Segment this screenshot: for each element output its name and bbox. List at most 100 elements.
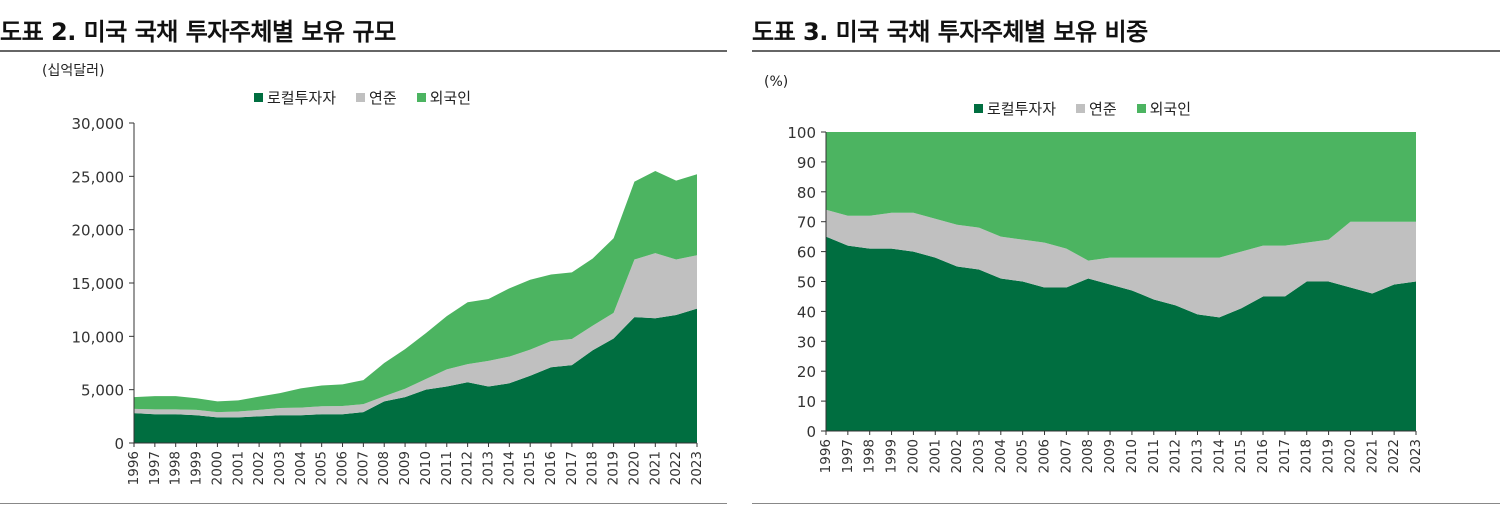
y-tick-label: 25,000 — [72, 168, 125, 186]
y-tick-label: 70 — [797, 214, 816, 232]
x-tick-label: 2020 — [1342, 439, 1358, 473]
x-tick-label: 2020 — [626, 451, 642, 485]
x-tick-label: 1999 — [189, 451, 205, 485]
x-tick-label: 2019 — [1321, 439, 1337, 473]
x-tick-label: 2017 — [564, 451, 580, 485]
x-tick-label: 2003 — [272, 451, 288, 485]
x-tick-label: 1997 — [147, 451, 163, 485]
x-tick-label: 2002 — [949, 439, 965, 473]
area-series-local — [134, 308, 697, 443]
y-tick-label: 30 — [797, 333, 816, 351]
area-series-fed — [826, 209, 1416, 318]
x-tick-label: 1997 — [840, 439, 856, 473]
x-tick-label: 2014 — [1211, 439, 1227, 473]
x-tick-label: 2021 — [647, 451, 663, 485]
legend-swatch-local — [974, 104, 983, 113]
x-tick-label: 2009 — [397, 451, 413, 485]
x-tick-label: 2008 — [376, 451, 392, 485]
x-tick-label: 2021 — [1364, 439, 1380, 473]
legend-swatch-fed — [1076, 104, 1086, 113]
y-tick-label: 10 — [797, 393, 816, 411]
bottom-rule — [752, 503, 1500, 504]
unit-label: (십억달러) — [42, 63, 105, 79]
legend-item-fed: 연준 — [1076, 98, 1117, 119]
legend-label-fed: 연준 — [369, 89, 397, 107]
legend-swatch-local — [254, 93, 263, 102]
x-tick-label: 2023 — [689, 451, 705, 485]
x-tick-label: 2004 — [993, 439, 1009, 473]
chart-title: 도표 2. 미국 국채 투자주체별 보유 규모 — [0, 18, 396, 46]
legend-swatch-fed — [356, 93, 366, 102]
x-tick-label: 2015 — [1233, 439, 1249, 473]
x-tick-label: 2000 — [209, 451, 225, 485]
y-tick-label: 30,000 — [72, 115, 125, 133]
y-tick-label: 20 — [797, 363, 816, 381]
legend-item-local: 로컬투자자 — [254, 87, 336, 108]
area-series-local — [826, 236, 1416, 431]
x-tick-label: 2006 — [1037, 439, 1053, 473]
area-series-fed — [134, 253, 697, 418]
legend-item-local: 로컬투자자 — [974, 98, 1056, 119]
x-tick-label: 2011 — [439, 451, 455, 485]
x-tick-label: 2014 — [501, 451, 517, 485]
x-tick-label: 2022 — [668, 451, 684, 485]
y-tick-label: 90 — [797, 154, 816, 172]
x-tick-label: 2011 — [1146, 439, 1162, 473]
legend-swatch-foreign — [416, 93, 426, 102]
title-rule — [752, 50, 1500, 52]
x-tick-label: 2018 — [1299, 439, 1315, 473]
x-tick-label: 2001 — [230, 451, 246, 485]
legend-label-foreign: 외국인 — [429, 89, 472, 107]
x-tick-label: 2005 — [1015, 439, 1031, 473]
x-tick-label: 1996 — [818, 439, 834, 473]
y-tick-label: 0 — [114, 435, 124, 453]
area-series-foreign — [134, 171, 697, 413]
x-tick-label: 2018 — [585, 451, 601, 485]
bottom-rule — [0, 503, 727, 504]
x-tick-label: 2013 — [480, 451, 496, 485]
legend-label-local: 로컬투자자 — [267, 89, 337, 107]
y-tick-label: 50 — [797, 274, 816, 292]
x-tick-label: 2000 — [905, 439, 921, 473]
unit-label: (%) — [764, 74, 789, 90]
x-tick-label: 1996 — [126, 451, 142, 485]
y-tick-label: 20,000 — [72, 222, 125, 240]
x-tick-label: 2012 — [1168, 439, 1184, 473]
legend-item-foreign: 외국인 — [1136, 98, 1192, 119]
legend-swatch-foreign — [1136, 104, 1146, 113]
x-tick-label: 1998 — [862, 439, 878, 473]
x-tick-label: 2023 — [1408, 439, 1424, 473]
y-tick-label: 10,000 — [72, 328, 125, 346]
x-tick-label: 2006 — [335, 451, 351, 485]
share-area-chart: 0 10 20 30 40 50 60 70 80 90 100 1996 1997 1998 1999 20… — [787, 124, 1424, 473]
x-tick-label: 2007 — [1058, 439, 1074, 473]
x-tick-label: 2001 — [927, 439, 943, 473]
legend-label-local: 로컬투자자 — [987, 100, 1057, 118]
legend-label-fed: 연준 — [1089, 100, 1117, 118]
y-tick-label: 0 — [806, 423, 816, 441]
legend: 로컬투자자 연준 외국인 — [254, 87, 471, 108]
legend-label-foreign: 외국인 — [1149, 100, 1192, 118]
chart-panel-holdings: 도표 2. 미국 국채 투자주체별 보유 규모 (십억달러) 로컬투자자 연준 … — [0, 0, 727, 507]
x-tick-label: 2003 — [971, 439, 987, 473]
x-tick-label: 2004 — [293, 451, 309, 485]
x-tick-label: 2005 — [314, 451, 330, 485]
y-tick-label: 40 — [797, 303, 816, 321]
x-tick-label: 2017 — [1277, 439, 1293, 473]
chart-title: 도표 3. 미국 국채 투자주체별 보유 비중 — [752, 18, 1148, 46]
x-tick-label: 2010 — [1124, 439, 1140, 473]
x-tick-label: 2007 — [355, 451, 371, 485]
y-tick-label: 80 — [797, 184, 816, 202]
x-tick-label: 2009 — [1102, 439, 1118, 473]
y-tick-label: 60 — [797, 244, 816, 262]
legend-item-fed: 연준 — [356, 87, 397, 108]
chart-panel-share: 도표 3. 미국 국채 투자주체별 보유 비중 (%) 로컬투자자 연준 외국인… — [752, 0, 1500, 507]
y-tick-label: 100 — [787, 124, 816, 142]
legend-item-foreign: 외국인 — [416, 87, 472, 108]
title-rule — [0, 50, 727, 52]
x-tick-label: 2015 — [522, 451, 538, 485]
x-tick-label: 2002 — [251, 451, 267, 485]
x-tick-label: 2010 — [418, 451, 434, 485]
x-tick-label: 2016 — [1255, 439, 1271, 473]
legend: 로컬투자자 연준 외국인 — [974, 98, 1191, 119]
